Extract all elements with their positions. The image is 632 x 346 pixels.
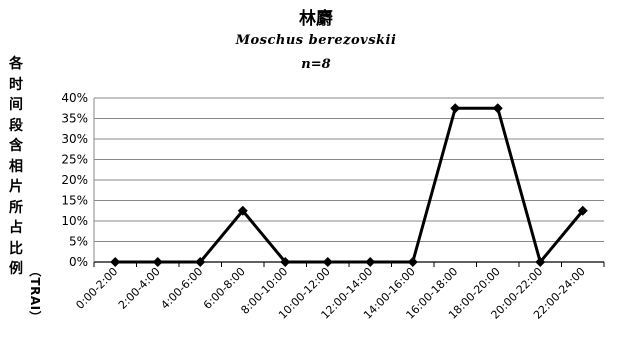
data-point-marker	[152, 257, 163, 267]
data-point-marker	[322, 257, 333, 267]
data-point-marker	[492, 103, 503, 114]
data-point-marker	[365, 257, 376, 267]
chart-title: 林麝	[299, 9, 333, 29]
x-tick-label: 0:00-2:00	[73, 265, 120, 312]
data-point-marker	[110, 257, 121, 267]
y-tick-labels: 0% 5% 10% 15% 20% 25% 30% 35% 40%	[61, 91, 88, 269]
y-tick-label: 0%	[69, 255, 88, 269]
y-tick-label: 10%	[61, 214, 88, 228]
data-point-marker	[535, 257, 546, 267]
chart-subtitle: Moschus berezovskii	[235, 33, 397, 48]
series	[110, 103, 588, 267]
x-axis	[93, 262, 605, 267]
data-point-marker	[577, 205, 588, 216]
y-tick-label: 30%	[61, 132, 88, 146]
gridlines	[93, 97, 604, 263]
x-tick-labels: 0:00-2:002:00-4:004:00-6:006:00-8:008:00…	[73, 265, 587, 322]
y-tick-label: 15%	[61, 194, 88, 208]
y-tick-label: 5%	[69, 235, 88, 249]
y-tick-label: 40%	[61, 91, 88, 105]
series-line	[115, 106, 584, 266]
x-tick-label: 4:00-6:00	[158, 265, 205, 312]
y-tick-label: 20%	[61, 173, 88, 187]
y-axis-label: 各时间段含相片所占比例 （TRAI）	[6, 54, 42, 323]
data-point-marker	[237, 205, 248, 216]
x-tick-label: 2:00-4:00	[116, 265, 163, 312]
y-axis-label-text: 各时间段含相片所占比例	[9, 56, 23, 277]
data-point-marker	[280, 257, 291, 267]
sample-size: n=8	[301, 57, 331, 72]
y-tick-label: 25%	[61, 153, 88, 167]
data-point-marker	[407, 257, 418, 267]
y-tick-label: 35%	[61, 112, 88, 126]
data-point-marker	[195, 257, 206, 267]
data-point-marker	[450, 103, 461, 114]
